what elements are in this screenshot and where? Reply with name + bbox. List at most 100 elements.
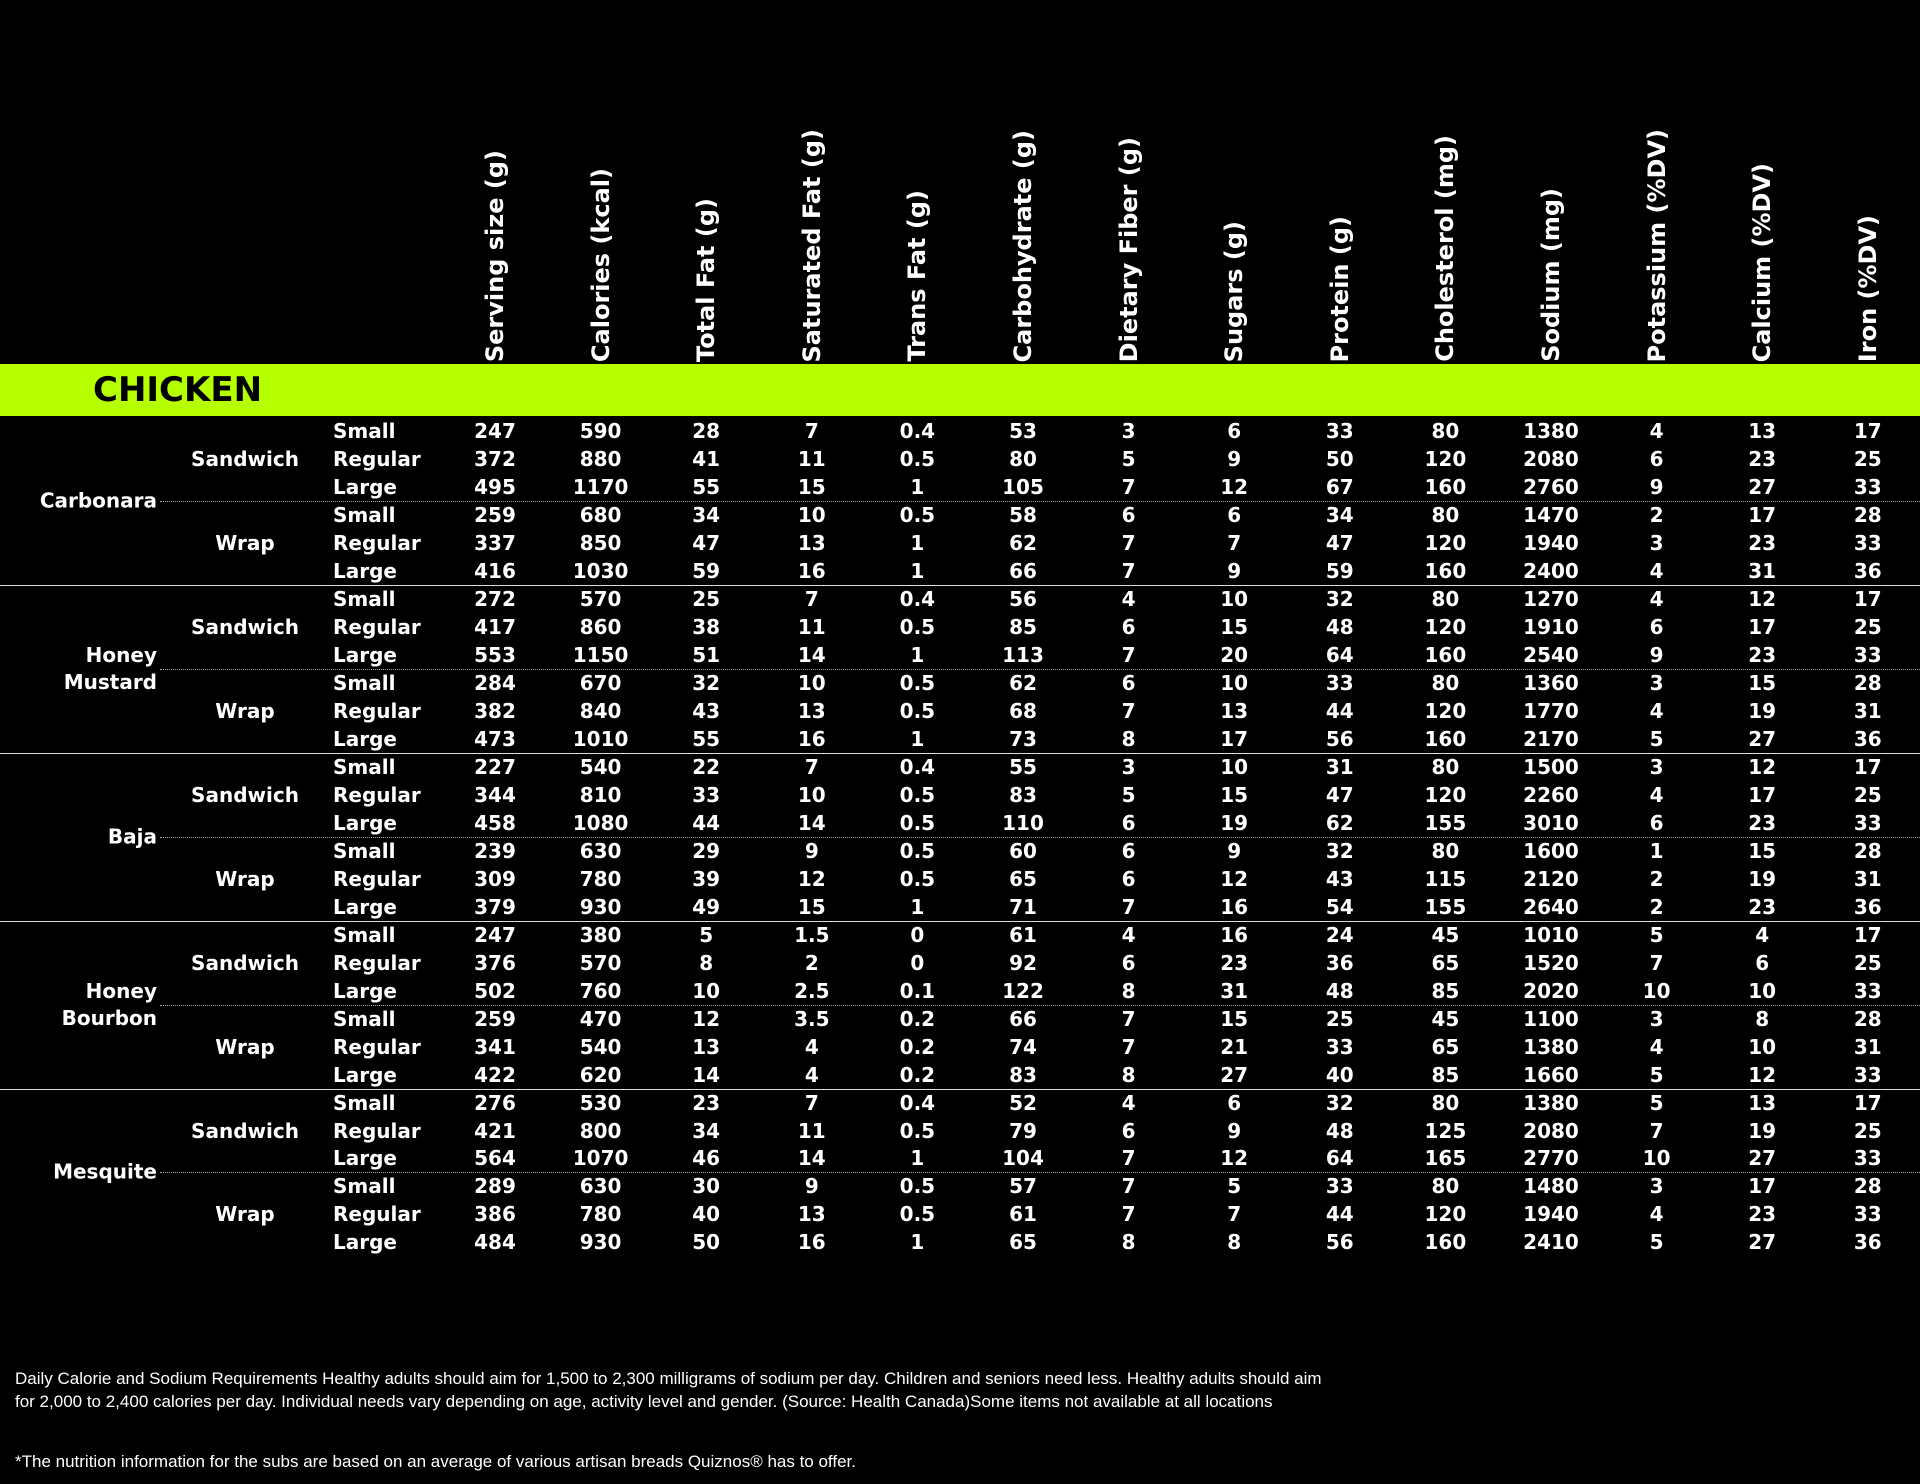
value-cell: 630 [579,838,622,863]
value-cell: 1.5 [794,922,830,947]
value-cell: 7 [1227,1202,1242,1227]
value-cell: 495 [474,474,516,499]
value-cell: 7 [1121,894,1136,919]
value-cell: 50 [692,1230,721,1255]
format-label: Wrap [215,1202,275,1227]
value-cell: 2 [804,950,819,975]
value-cell: 1380 [1523,1034,1579,1059]
item-label: Carbonara [39,488,157,513]
value-cell: 2080 [1523,446,1579,471]
value-cell: 61 [1009,922,1037,947]
format-label: Sandwich [191,1118,299,1143]
value-cell: 53 [1009,419,1037,443]
value-cell: 80 [1431,1174,1460,1199]
size-label: Small [333,1174,396,1199]
value-cell: 32 [1325,1090,1354,1115]
value-cell: 4 [1121,586,1136,611]
value-cell: 5 [1649,1230,1664,1255]
value-cell: 502 [474,978,516,1003]
value-cell: 4 [1649,782,1664,807]
value-cell: 29 [692,838,721,863]
value-cell: 630 [579,1174,622,1199]
value-cell: 470 [579,1006,622,1031]
size-label: Regular [333,530,421,555]
value-cell: 16 [797,1230,826,1255]
value-cell: 1520 [1523,950,1579,975]
value-cell: 80 [1009,446,1037,471]
value-cell: 33 [1853,810,1882,835]
item-label: Honey Mustard [63,642,157,694]
value-cell: 13 [797,698,826,723]
value-cell: 344 [474,782,516,807]
value-cell: 125 [1424,1118,1467,1143]
value-cell: 39 [692,866,721,891]
value-cell: 12 [797,866,826,891]
size-label: Large [333,1146,397,1171]
format-label: Wrap [215,698,275,723]
value-cell: 0.5 [899,698,936,723]
value-cell: 80 [1431,754,1460,779]
value-cell: 55 [1009,754,1037,779]
value-cell: 25 [1853,950,1882,975]
value-cell: 23 [1748,530,1777,555]
value-cell: 3 [1121,419,1136,443]
value-cell: 880 [579,446,622,471]
value-cell: 259 [474,502,516,527]
value-cell: 160 [1424,474,1467,499]
value-cell: 12 [1220,866,1249,891]
value-cell: 6 [1227,1090,1242,1115]
size-label: Regular [333,1118,421,1143]
value-cell: 570 [579,950,622,975]
value-cell: 372 [474,446,516,471]
value-cell: 1910 [1523,614,1579,639]
size-label: Small [333,1090,396,1115]
value-cell: 272 [474,586,516,611]
value-cell: 7 [1121,1034,1136,1059]
value-cell: 4 [1121,922,1136,947]
column-header: Cholesterol (mg) [1431,135,1460,362]
value-cell: 0.2 [899,1034,936,1059]
value-cell: 1030 [572,558,629,583]
value-cell: 0.5 [899,810,936,835]
footnote: *The nutrition information for the subs … [15,1452,856,1471]
size-label: Large [333,642,397,667]
value-cell: 56 [1325,726,1354,751]
value-cell: 6 [1121,838,1136,863]
column-header: Serving size (g) [481,149,509,362]
value-cell: 23 [1220,950,1249,975]
column-header: Sugars (g) [1220,220,1249,362]
value-cell: 33 [1325,1174,1354,1199]
value-cell: 1 [910,726,925,751]
value-cell: 31 [1748,558,1777,583]
value-cell: 7 [1121,1146,1136,1171]
value-cell: 860 [579,614,622,639]
value-cell: 17 [1853,419,1882,443]
value-cell: 17 [1853,586,1882,611]
value-cell: 48 [1325,614,1354,639]
size-label: Regular [333,1034,421,1059]
value-cell: 40 [1325,1062,1354,1087]
value-cell: 1 [910,642,925,667]
value-cell: 6 [1121,866,1136,891]
value-cell: 10 [1220,670,1249,695]
value-cell: 17 [1220,726,1249,751]
value-cell: 2080 [1523,1118,1579,1143]
value-cell: 30 [692,1174,721,1199]
value-cell: 2260 [1523,782,1579,807]
value-cell: 7 [1121,530,1136,555]
value-cell: 0.5 [899,502,936,527]
value-cell: 13 [797,1202,826,1227]
value-cell: 65 [1009,866,1037,891]
value-cell: 36 [1853,558,1882,583]
value-cell: 1 [910,1230,925,1255]
value-cell: 14 [797,810,826,835]
value-cell: 4 [1649,1202,1664,1227]
value-cell: 840 [579,698,622,723]
value-cell: 25 [692,586,721,611]
value-cell: 122 [1002,978,1044,1003]
value-cell: 1170 [572,474,629,499]
value-cell: 379 [474,894,516,919]
value-cell: 0 [910,950,925,975]
value-cell: 780 [579,1202,622,1227]
value-cell: 670 [579,670,622,695]
